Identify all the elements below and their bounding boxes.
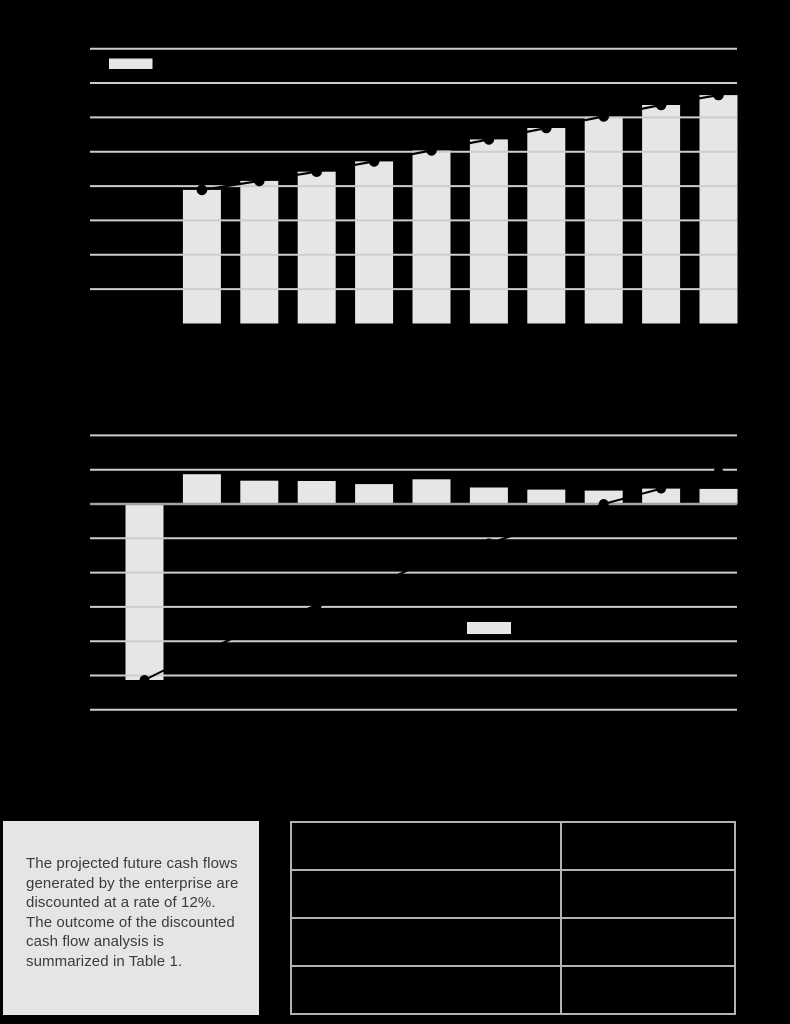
data-point-discounted-cash-flows-cumulative-4: [369, 579, 380, 590]
data-point-discounted-cash-flows-cumulative-0: [139, 675, 150, 685]
bar-discounted-cash-flows-cumulative-9: [642, 488, 681, 504]
bar-discounted-cash-flows-cumulative-4: [355, 484, 394, 504]
bar-discounted-cash-flows-cumulative-6: [469, 487, 508, 504]
legend-swatch-discounted-cash-flows-cumulative: [467, 622, 511, 634]
bar-discounted-cash-flows-cumulative-5: [412, 479, 451, 504]
bar-discounted-cash-flows-cumulative-0: [125, 504, 164, 680]
bar-projected-cash-flows-6: [469, 139, 508, 324]
data-point-projected-cash-flows-10: [713, 89, 724, 101]
summary-table: [290, 821, 736, 1015]
table-row: [290, 821, 736, 871]
table-cell-r2c1: [290, 869, 562, 919]
bar-discounted-cash-flows-cumulative-1: [182, 474, 221, 504]
table-row: [290, 965, 736, 1015]
note-box: The projected future cash flows generate…: [3, 821, 259, 1015]
table-row: [290, 869, 736, 919]
data-point-projected-cash-flows-8: [598, 111, 609, 122]
chart-projected-cash-flows: [90, 47, 738, 324]
data-point-discounted-cash-flows-cumulative-9: [656, 483, 667, 494]
data-point-discounted-cash-flows-cumulative-1: [196, 646, 207, 657]
bar-projected-cash-flows-5: [412, 150, 451, 324]
data-point-discounted-cash-flows-cumulative-6: [483, 538, 494, 549]
data-point-projected-cash-flows-6: [483, 134, 495, 145]
legend-swatch-projected-cash-flows: [109, 58, 153, 69]
bar-projected-cash-flows-3: [297, 171, 336, 324]
table-cell-r1c2: [560, 821, 736, 871]
data-point-discounted-cash-flows-cumulative-3: [311, 600, 322, 611]
bar-discounted-cash-flows-cumulative-3: [297, 481, 336, 504]
data-point-discounted-cash-flows-cumulative-10: [713, 467, 724, 478]
data-point-discounted-cash-flows-cumulative-7: [541, 519, 552, 530]
bar-projected-cash-flows-2: [240, 180, 279, 324]
bar-discounted-cash-flows-cumulative-10: [699, 488, 738, 504]
table-cell-r1c1: [290, 821, 562, 871]
data-point-projected-cash-flows-5: [426, 145, 437, 156]
series-line-projected-cash-flows: [201, 94, 719, 191]
table-cell-r2c2: [560, 869, 736, 919]
table-cell-r3c1: [290, 917, 562, 967]
bar-projected-cash-flows-10: [699, 95, 738, 324]
bar-projected-cash-flows-9: [642, 105, 681, 324]
charts-canvas: [90, 47, 738, 711]
table-row: [290, 917, 736, 967]
bar-projected-cash-flows-7: [527, 128, 566, 324]
data-point-discounted-cash-flows-cumulative-2: [254, 622, 265, 633]
bar-projected-cash-flows-4: [355, 161, 394, 324]
data-point-projected-cash-flows-3: [311, 166, 323, 177]
data-point-discounted-cash-flows-cumulative-8: [598, 499, 609, 509]
bar-discounted-cash-flows-cumulative-2: [240, 480, 279, 504]
bar-projected-cash-flows-1: [182, 189, 221, 324]
note-text: The projected future cash flows generate…: [26, 855, 239, 970]
data-point-projected-cash-flows-9: [655, 99, 667, 111]
data-point-projected-cash-flows-4: [368, 156, 380, 167]
data-point-projected-cash-flows-7: [541, 122, 552, 134]
table-cell-r4c2: [560, 965, 736, 1015]
bar-discounted-cash-flows-cumulative-7: [527, 489, 566, 504]
table-cell-r3c2: [560, 917, 736, 967]
data-point-discounted-cash-flows-cumulative-5: [426, 555, 437, 566]
data-point-projected-cash-flows-1: [196, 184, 208, 196]
data-point-projected-cash-flows-2: [253, 175, 265, 187]
chart-discounted-cash-flows-cumulative: [90, 434, 738, 711]
table-cell-r4c1: [290, 965, 562, 1015]
